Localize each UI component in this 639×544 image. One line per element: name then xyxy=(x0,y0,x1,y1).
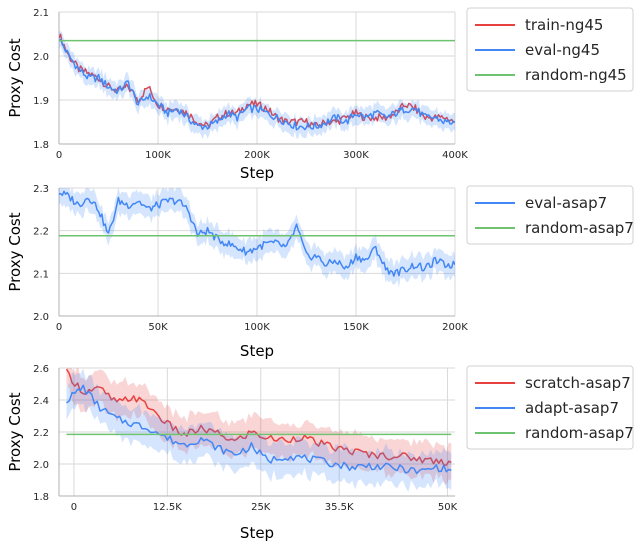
y-tick-label: 2.1 xyxy=(33,8,49,19)
legend: scratch-asap7 adapt-asap7 random-asap7 xyxy=(466,365,634,450)
y-tick-label: 2.0 xyxy=(33,52,49,63)
x-axis-label: Step xyxy=(240,524,274,542)
y-tick-label: 2.1 xyxy=(33,269,49,280)
x-tick-label: 400K xyxy=(442,150,468,161)
legend: train-ng45 eval-ng45 random-ng45 xyxy=(466,7,634,92)
legend-box xyxy=(466,185,634,245)
series-band-eval-ng45 xyxy=(59,30,455,140)
legend-entry-random-asap7: random-asap7 xyxy=(525,424,634,442)
x-tick-label: 12.5K xyxy=(153,502,182,513)
y-tick-label: 2.0 xyxy=(33,460,49,471)
series-band-eval-asap7 xyxy=(59,188,455,288)
series-line-eval-ng45 xyxy=(59,38,455,131)
y-tick-label: 2.3 xyxy=(33,184,49,195)
legend-entry-random-ng45: random-ng45 xyxy=(525,66,627,84)
x-tick-label: 0 xyxy=(56,322,62,333)
legend-entry-adapt-asap7: adapt-asap7 xyxy=(525,399,619,417)
x-tick-label: 200K xyxy=(442,322,468,333)
y-tick-label: 2.6 xyxy=(33,364,49,375)
chart-panel-3: 0 12.5K 25K 35.5K 50K 1.8 2.0 2.2 2.4 2.6 Step Prox… xyxy=(6,364,634,542)
series-band-adapt-asap7 xyxy=(66,368,452,492)
legend: eval-asap7 random-asap7 xyxy=(466,185,634,245)
chart-panel-1: 0 100K 200K 300K 400K 1.8 1.9 2.0 2.1 Step Proxy C… xyxy=(6,7,634,182)
x-tick-label: 35.5K xyxy=(325,502,354,513)
series-band-scratch-asap7 xyxy=(66,368,452,485)
legend-entry-eval-asap7: eval-asap7 xyxy=(525,194,607,212)
x-axis-label: Step xyxy=(240,164,274,182)
x-tick-label: 100K xyxy=(244,322,270,333)
y-tick-label: 2.4 xyxy=(33,396,49,407)
x-tick-label: 200K xyxy=(244,150,270,161)
legend-entry-random-asap7: random-asap7 xyxy=(525,219,634,237)
chart-panel-2: 0 50K 100K 150K 200K 2.0 2.1 2.2 2.3 Step Proxy Co… xyxy=(6,184,634,360)
y-tick-label: 1.8 xyxy=(33,492,49,503)
y-tick-label: 2.0 xyxy=(33,312,49,323)
y-tick-label: 1.9 xyxy=(33,96,49,107)
series-line-scratch-asap7 xyxy=(65,368,452,466)
legend-box xyxy=(466,365,634,450)
series-line-adapt-asap7 xyxy=(66,384,452,475)
series-line-eval-asap7 xyxy=(59,190,455,277)
legend-entry-scratch-asap7: scratch-asap7 xyxy=(525,374,631,392)
x-tick-label: 150K xyxy=(343,322,369,333)
x-tick-label: 100K xyxy=(145,150,171,161)
legend-box xyxy=(466,7,634,92)
x-tick-label: 300K xyxy=(343,150,369,161)
y-axis-label: Proxy Cost xyxy=(6,212,24,291)
x-tick-label: 0 xyxy=(71,502,77,513)
x-axis-label: Step xyxy=(240,342,274,360)
x-tick-label: 0 xyxy=(56,150,62,161)
y-axis-label: Proxy Cost xyxy=(6,392,24,471)
x-tick-label: 50K xyxy=(438,502,458,513)
x-tick-label: 50K xyxy=(148,322,168,333)
x-tick-label: 25K xyxy=(251,502,271,513)
legend-entry-eval-ng45: eval-ng45 xyxy=(525,41,600,59)
y-tick-label: 2.2 xyxy=(33,227,49,238)
legend-entry-train-ng45: train-ng45 xyxy=(525,16,603,34)
y-tick-label: 1.8 xyxy=(33,140,49,151)
y-tick-label: 2.2 xyxy=(33,428,49,439)
y-axis-label: Proxy Cost xyxy=(6,38,24,117)
